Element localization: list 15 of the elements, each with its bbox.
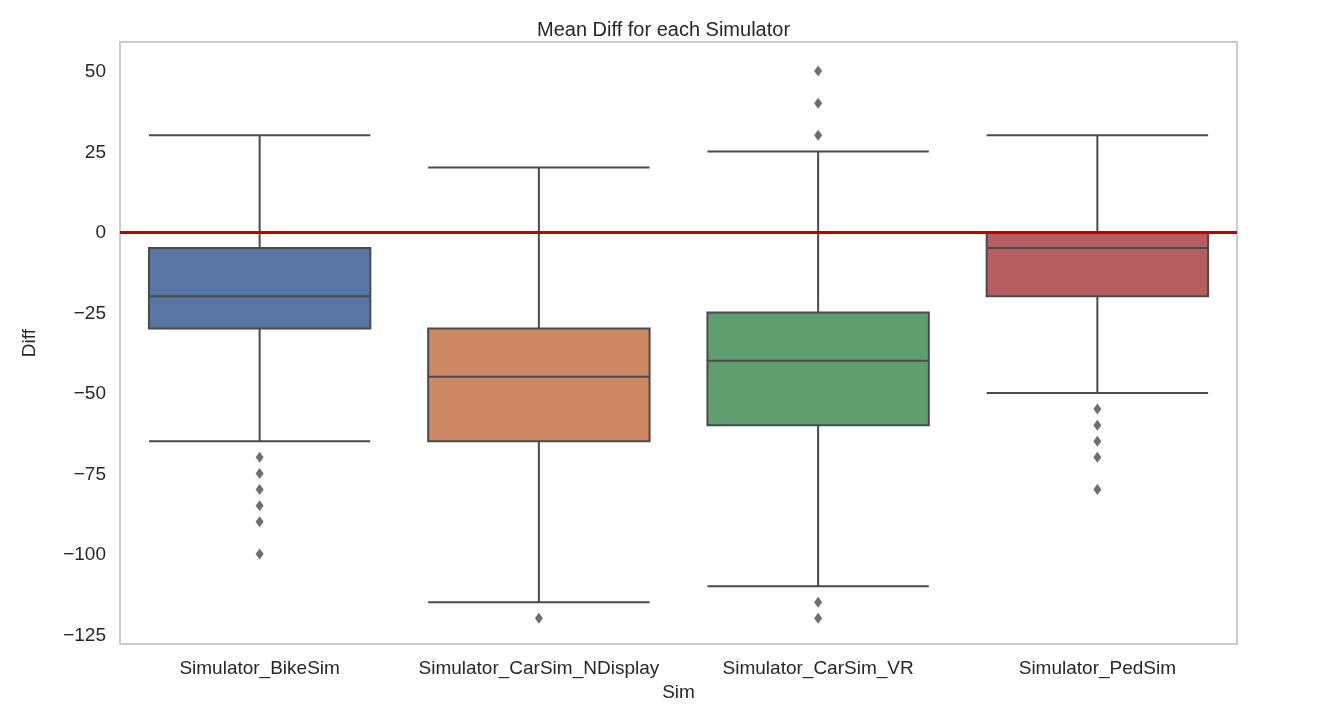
y-axis-title: Diff (18, 328, 39, 358)
x-tick-label: Simulator_PedSim (1018, 657, 1177, 680)
y-tick-label: 25 (84, 140, 106, 162)
y-tick-label: −50 (73, 382, 106, 404)
x-tick-label: Simulator_CarSim_NDisplay (418, 657, 660, 680)
x-tick-label: Simulator_BikeSim (179, 657, 340, 680)
y-tick-label: −75 (73, 462, 106, 484)
chart-title: Mean Diff for each Simulator (536, 18, 791, 40)
y-tick-label: −125 (63, 623, 106, 645)
x-axis-title: Sim (662, 681, 695, 702)
x-tick-label: Simulator_CarSim_VR (722, 657, 914, 680)
y-tick-label: 50 (84, 60, 106, 82)
y-tick-label: 0 (95, 221, 106, 243)
y-tick-label: −25 (73, 301, 106, 323)
y-tick-label: −100 (63, 543, 106, 565)
